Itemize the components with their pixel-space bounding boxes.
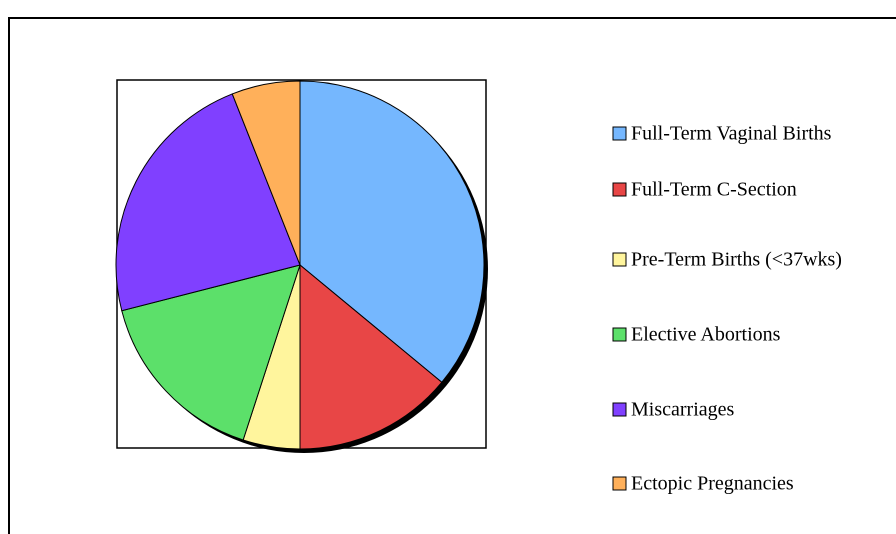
legend-label: Full-Term Vaginal Births (631, 123, 832, 145)
legend-label: Miscarriages (631, 399, 735, 421)
legend-label: Elective Abortions (631, 324, 781, 346)
pie-slice (299, 80, 485, 383)
legend-swatch (612, 252, 627, 267)
legend-swatch (612, 126, 627, 141)
pie-slice (115, 93, 301, 312)
legend: Full-Term Vaginal Births Full-Term C-Sect… (612, 123, 842, 495)
legend-swatch (612, 182, 627, 197)
legend-swatch (612, 327, 627, 342)
legend-swatch (612, 402, 627, 417)
pie-slice (231, 80, 301, 266)
pie (115, 80, 488, 453)
legend-label: Pre-Term Births (<37wks) (631, 249, 842, 271)
legend-label: Ectopic Pregnancies (631, 473, 794, 495)
legend-label: Full-Term C-Section (631, 179, 797, 201)
pie-slice (299, 263, 443, 450)
legend-swatch (612, 476, 627, 491)
pie-slice (121, 264, 301, 441)
